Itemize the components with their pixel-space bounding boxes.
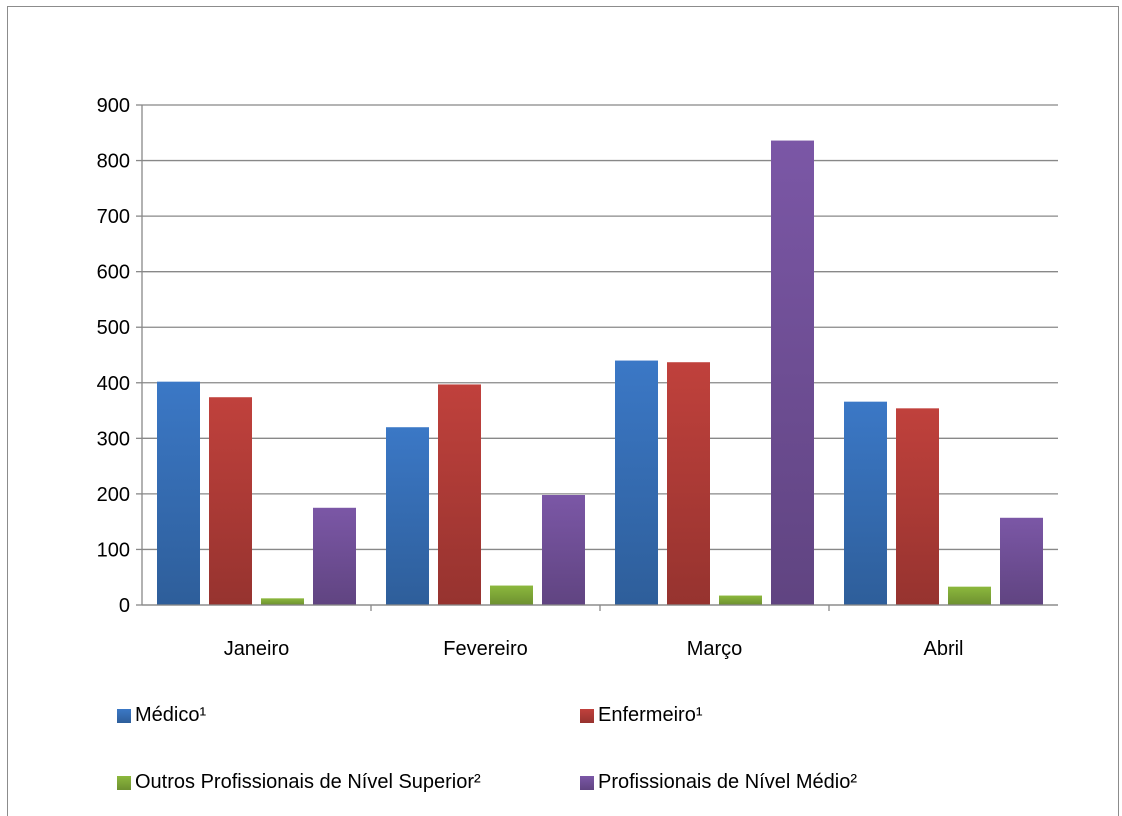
bar [1000,517,1043,605]
legend-item: Profissionais de Nível Médio² [580,771,857,794]
y-tick-label: 600 [97,262,130,284]
legend-swatch [117,775,131,790]
y-tick-label: 800 [97,151,130,173]
legend-item: Médico¹ [117,704,206,727]
legend-swatch [117,708,131,723]
bar [438,384,481,605]
y-tick-label: 500 [97,317,130,339]
axes: 0 100 200 300 400 500 600 700 800 900 Janeiro Fever… [97,95,1058,660]
bar [157,381,200,605]
legend-label: Outros Profissionais de Nível Superior² [135,771,481,793]
bar [896,408,939,605]
y-tick-label: 200 [97,484,130,506]
legend-item: Outros Profissionais de Nível Superior² [117,771,481,794]
bar [542,495,585,605]
legend-item: Enfermeiro¹ [580,704,702,727]
legend-swatch [580,775,594,790]
legend-label: Enfermeiro¹ [598,704,703,726]
y-tick-label: 0 [119,595,130,617]
legend-label: Médico¹ [135,704,207,726]
bar [615,360,658,605]
bar [313,507,356,605]
x-tick-label: Março [687,638,743,660]
bar [667,362,710,605]
y-tick-label: 100 [97,539,130,561]
y-tick-label: 700 [97,206,130,228]
x-tick-label: Janeiro [224,638,290,660]
x-tick-label: Fevereiro [443,638,527,660]
y-tick-label: 400 [97,373,130,395]
bar [209,397,252,605]
x-tick-label: Abril [923,638,963,660]
bar [948,586,991,605]
bar [386,427,429,605]
bar [719,595,762,605]
bar [261,598,304,605]
bar [844,401,887,605]
bars [157,140,1043,606]
legend-label: Profissionais de Nível Médio² [598,771,857,793]
bar [771,140,814,606]
y-tick-label: 300 [97,428,130,450]
legend-swatch [580,708,594,723]
y-tick-label: 900 [97,95,130,117]
bar [490,585,533,605]
